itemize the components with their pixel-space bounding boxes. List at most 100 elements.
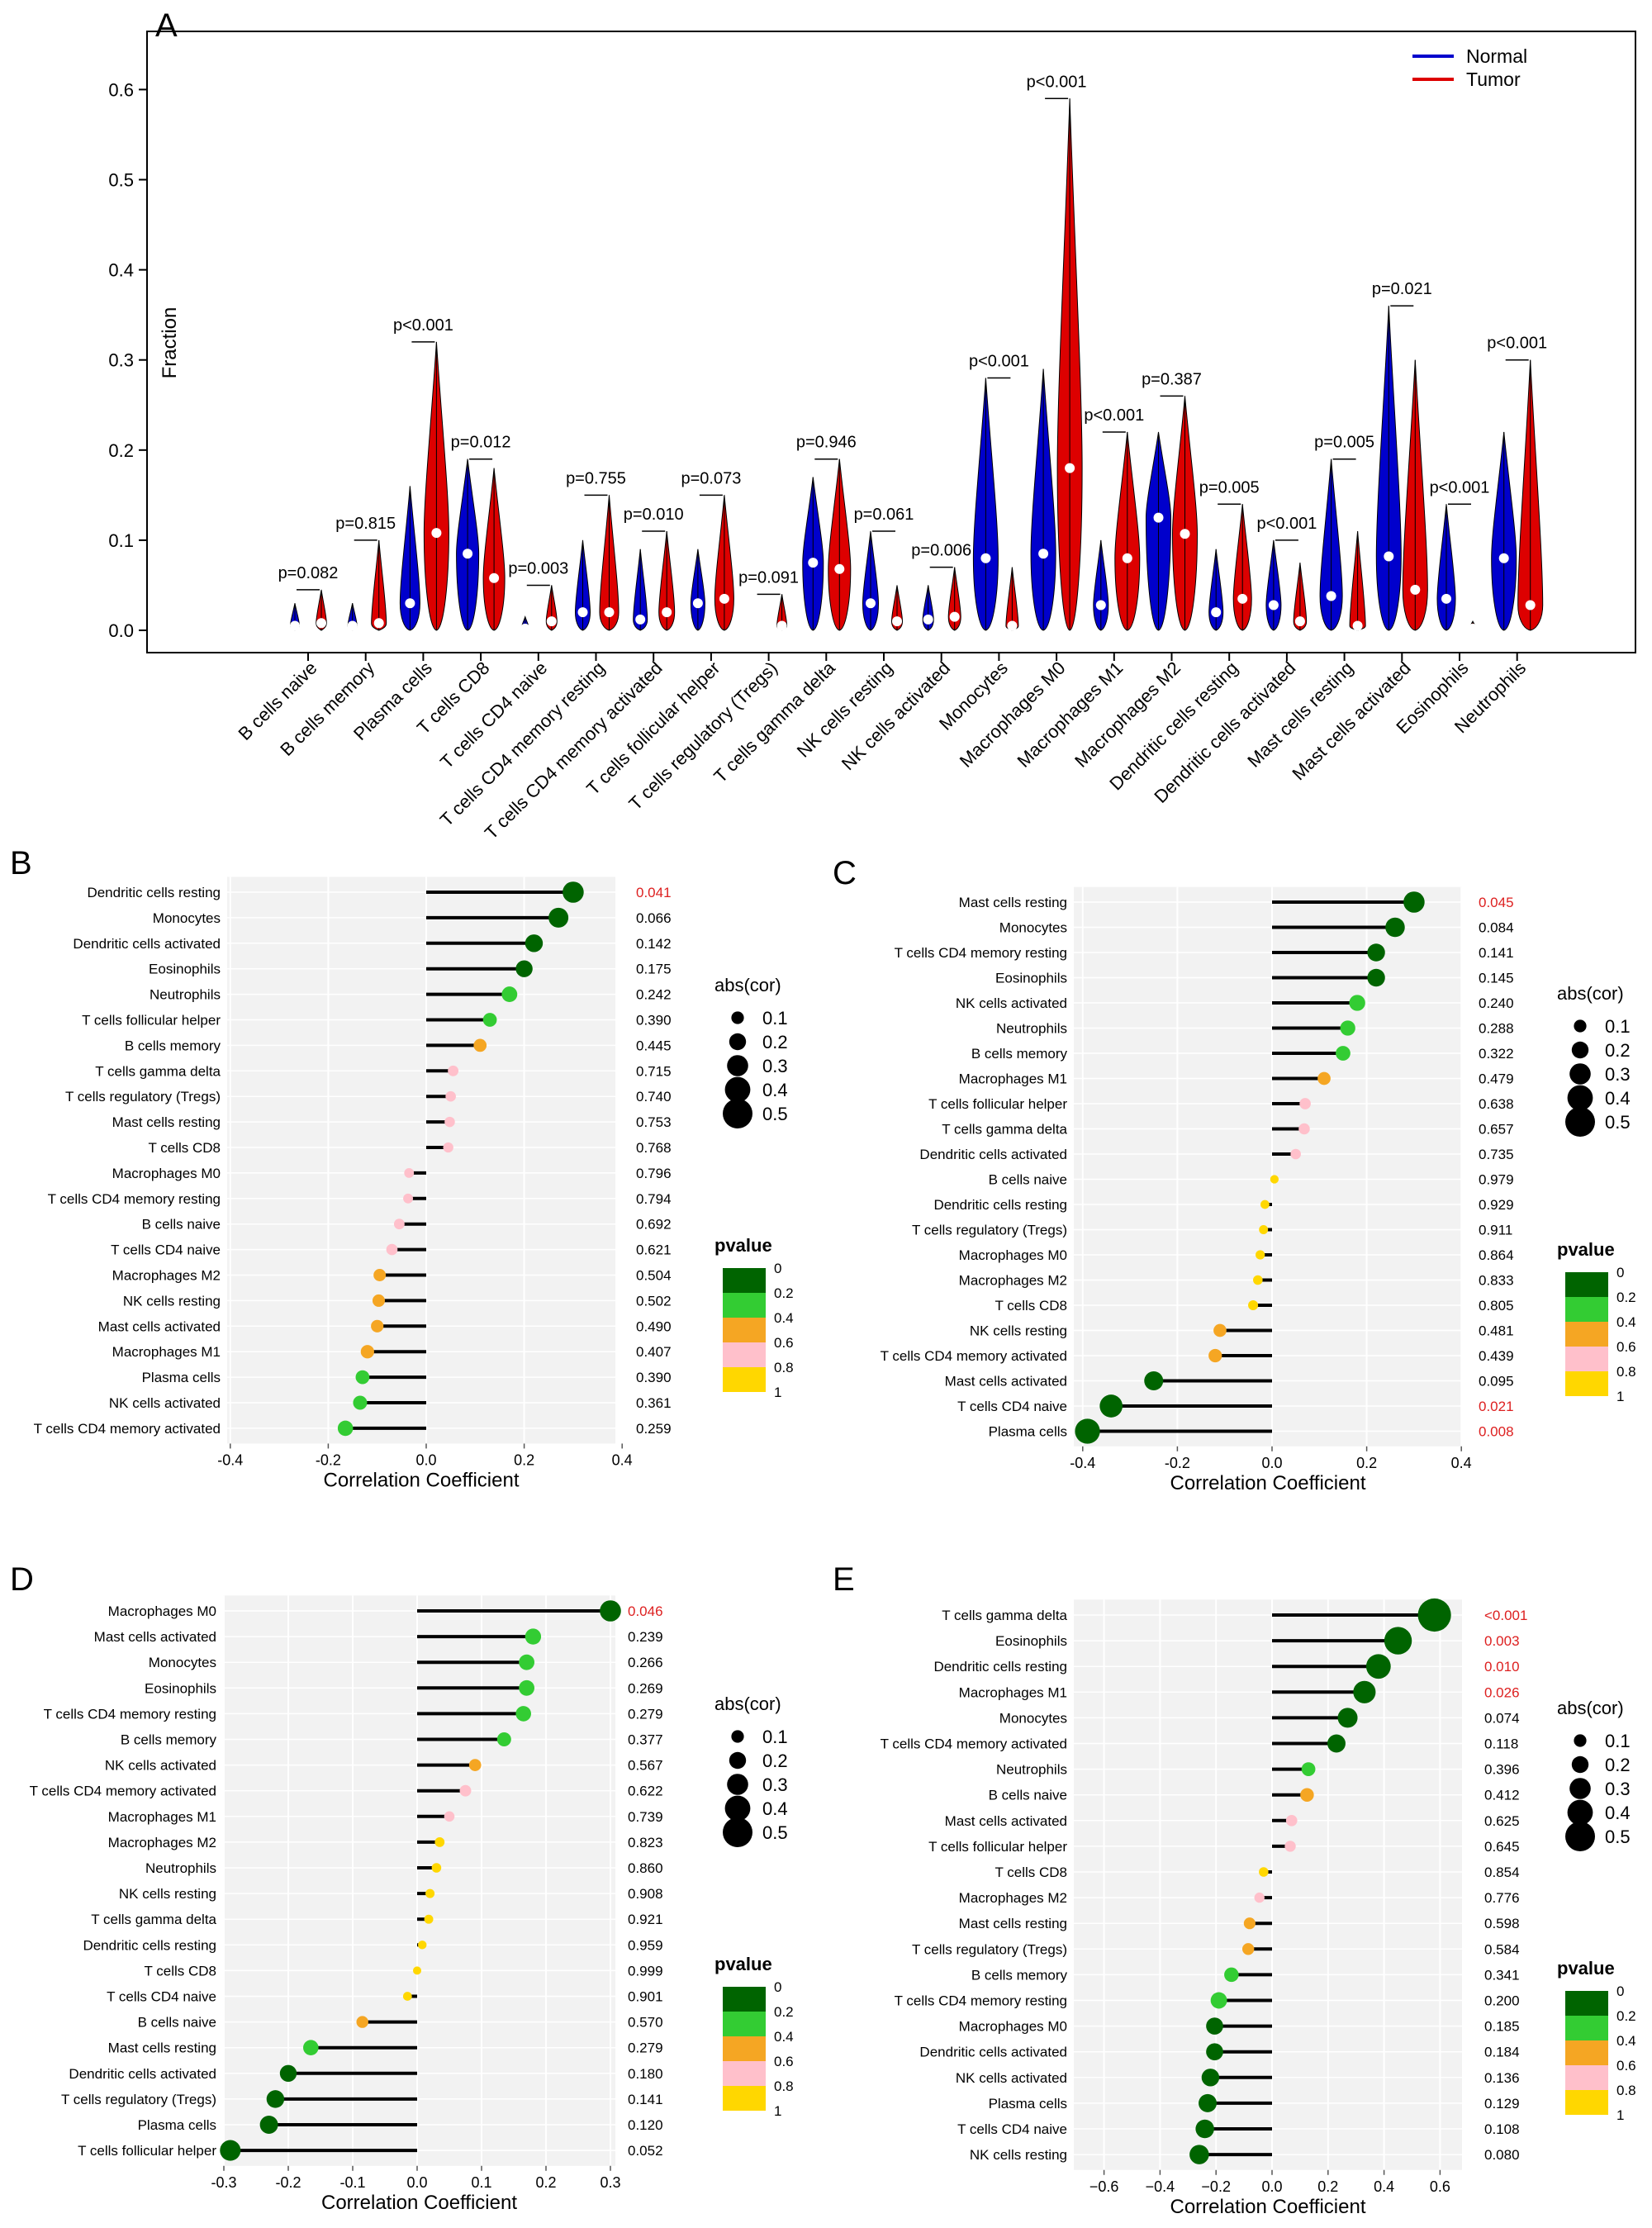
row-label: Mast cells resting	[959, 1916, 1067, 1931]
row-label: Plasma cells	[989, 1424, 1067, 1440]
row-pvalue: 0.715	[636, 1063, 672, 1079]
row-label: T cells CD8	[995, 1298, 1067, 1314]
lollipop-dot	[1206, 2017, 1223, 2035]
lollipop-dot	[1301, 1762, 1316, 1776]
row-pvalue: 0.341	[1484, 1967, 1520, 1983]
panel-label-b: B	[10, 845, 32, 881]
violin-plot-frame	[146, 31, 1636, 653]
x-tick-label: 0.2	[1317, 2178, 1338, 2195]
lollipop-dot	[519, 1654, 535, 1670]
size-legend-title: abs(cor)	[714, 975, 781, 995]
lollipop-dot	[496, 1732, 511, 1747]
row-pvalue: 0.638	[1479, 1096, 1514, 1112]
lollipop-dot	[1365, 1654, 1391, 1679]
y-tick-label: 0.2	[108, 440, 134, 461]
pvalue-label: p<0.001	[393, 316, 453, 335]
panel-label-d: D	[10, 1561, 34, 1598]
row-pvalue: 0.412	[1484, 1788, 1520, 1803]
lollipop-dot	[360, 1345, 374, 1359]
lollipop-dot	[1367, 968, 1385, 987]
lollipop-dot	[425, 1888, 435, 1898]
lollipop-dot	[482, 1013, 497, 1027]
x-tick-label: T cells CD4 naive	[436, 658, 551, 772]
lollipop-dot	[413, 1966, 421, 1975]
color-legend-label: 0.6	[774, 1335, 794, 1351]
row-pvalue: 0.776	[1484, 1890, 1520, 1906]
lollipop-dot	[1336, 1046, 1351, 1061]
median-dot	[1352, 620, 1363, 631]
x-tick-label: -0.4	[217, 1451, 243, 1468]
median-dot	[1180, 529, 1190, 539]
size-legend-dot	[731, 1730, 744, 1743]
row-label: Macrophages M2	[959, 1273, 1067, 1289]
row-label: B cells naive	[138, 2015, 216, 2031]
median-dot	[1237, 593, 1248, 604]
row-label: Macrophages M0	[959, 2019, 1067, 2035]
size-legend-label: 0.4	[762, 1798, 788, 1819]
row-pvalue: 0.929	[1479, 1197, 1514, 1213]
row-label: B cells memory	[121, 1732, 217, 1748]
row-pvalue: 0.141	[628, 2092, 663, 2107]
y-tick-label: 0.1	[108, 530, 134, 551]
row-label: Dendritic cells activated	[919, 1147, 1067, 1162]
lollipop-dot	[1300, 1788, 1314, 1802]
median-dot	[1268, 600, 1279, 610]
size-legend-dot	[1565, 1107, 1595, 1137]
lollipop-dot	[353, 1395, 368, 1410]
size-legend-label: 0.5	[1605, 1827, 1631, 1847]
x-tick-label: Mast cells resting	[1243, 658, 1357, 772]
median-dot	[316, 618, 326, 629]
size-legend-label: 0.1	[762, 1727, 788, 1747]
lollipop-dot	[434, 1836, 445, 1847]
row-label: NK cells activated	[956, 995, 1067, 1011]
row-pvalue: 0.242	[636, 987, 672, 1003]
row-label: T cells CD4 memory resting	[48, 1191, 221, 1207]
pvalue-label: p=0.021	[1372, 280, 1432, 298]
color-legend-label: 0	[1616, 1265, 1624, 1280]
row-label: B cells memory	[125, 1038, 221, 1053]
row-label: Macrophages M0	[108, 1603, 216, 1619]
row-pvalue: 0.322	[1479, 1046, 1514, 1062]
row-pvalue: 0.794	[636, 1191, 672, 1207]
row-label: Mast cells resting	[112, 1114, 221, 1130]
lollipop-dot	[337, 1420, 354, 1437]
y-axis-label: Fraction	[159, 307, 181, 379]
row-label: Mast cells activated	[94, 1629, 216, 1645]
row-pvalue: 0.407	[636, 1344, 672, 1360]
lollipop-dot	[468, 1759, 482, 1771]
row-pvalue: 0.567	[628, 1758, 663, 1774]
lollipop-dot	[1201, 2069, 1220, 2087]
lollipop-dot	[1248, 1299, 1259, 1311]
size-legend-dot	[723, 1817, 752, 1847]
pvalue-label: p=0.006	[911, 542, 971, 560]
lollipop-dot	[266, 2090, 285, 2108]
x-tick-label: 0.0	[1261, 1455, 1282, 1471]
row-label: T cells CD4 memory resting	[895, 1993, 1067, 2009]
size-legend-label: 0.2	[762, 1751, 788, 1771]
row-label: T cells gamma delta	[91, 1912, 216, 1927]
y-tick-label: 0.5	[108, 170, 134, 191]
row-pvalue: 0.999	[628, 1963, 663, 1979]
pvalue-label: p=0.091	[738, 568, 799, 587]
lollipop-dot	[403, 1193, 414, 1204]
row-label: T cells CD4 naive	[111, 1242, 221, 1258]
size-legend-dot	[727, 1055, 748, 1076]
x-tick-label: 0.4	[1374, 2178, 1394, 2195]
color-legend-label: 0.2	[774, 2004, 794, 2020]
row-pvalue: 0.108	[1484, 2121, 1520, 2137]
pvalue-label: p=0.012	[451, 434, 511, 452]
row-label: T cells CD4 memory resting	[895, 945, 1067, 961]
row-label: NK cells resting	[970, 1323, 1067, 1339]
median-dot	[1095, 600, 1106, 610]
row-pvalue: 0.361	[636, 1395, 672, 1411]
row-pvalue: 0.080	[1484, 2147, 1520, 2163]
color-legend-label: 0.8	[1616, 2083, 1636, 2098]
row-pvalue: 0.625	[1484, 1813, 1520, 1829]
lollipop-dot	[1349, 995, 1365, 1011]
row-label: Dendritic cells activated	[919, 2045, 1067, 2060]
row-label: Macrophages M2	[108, 1835, 216, 1850]
lollipop-dot	[431, 1863, 442, 1873]
y-tick-label: 0.6	[108, 79, 134, 100]
lollipop-dot	[1367, 943, 1385, 962]
row-label: T cells CD8	[995, 1865, 1067, 1880]
